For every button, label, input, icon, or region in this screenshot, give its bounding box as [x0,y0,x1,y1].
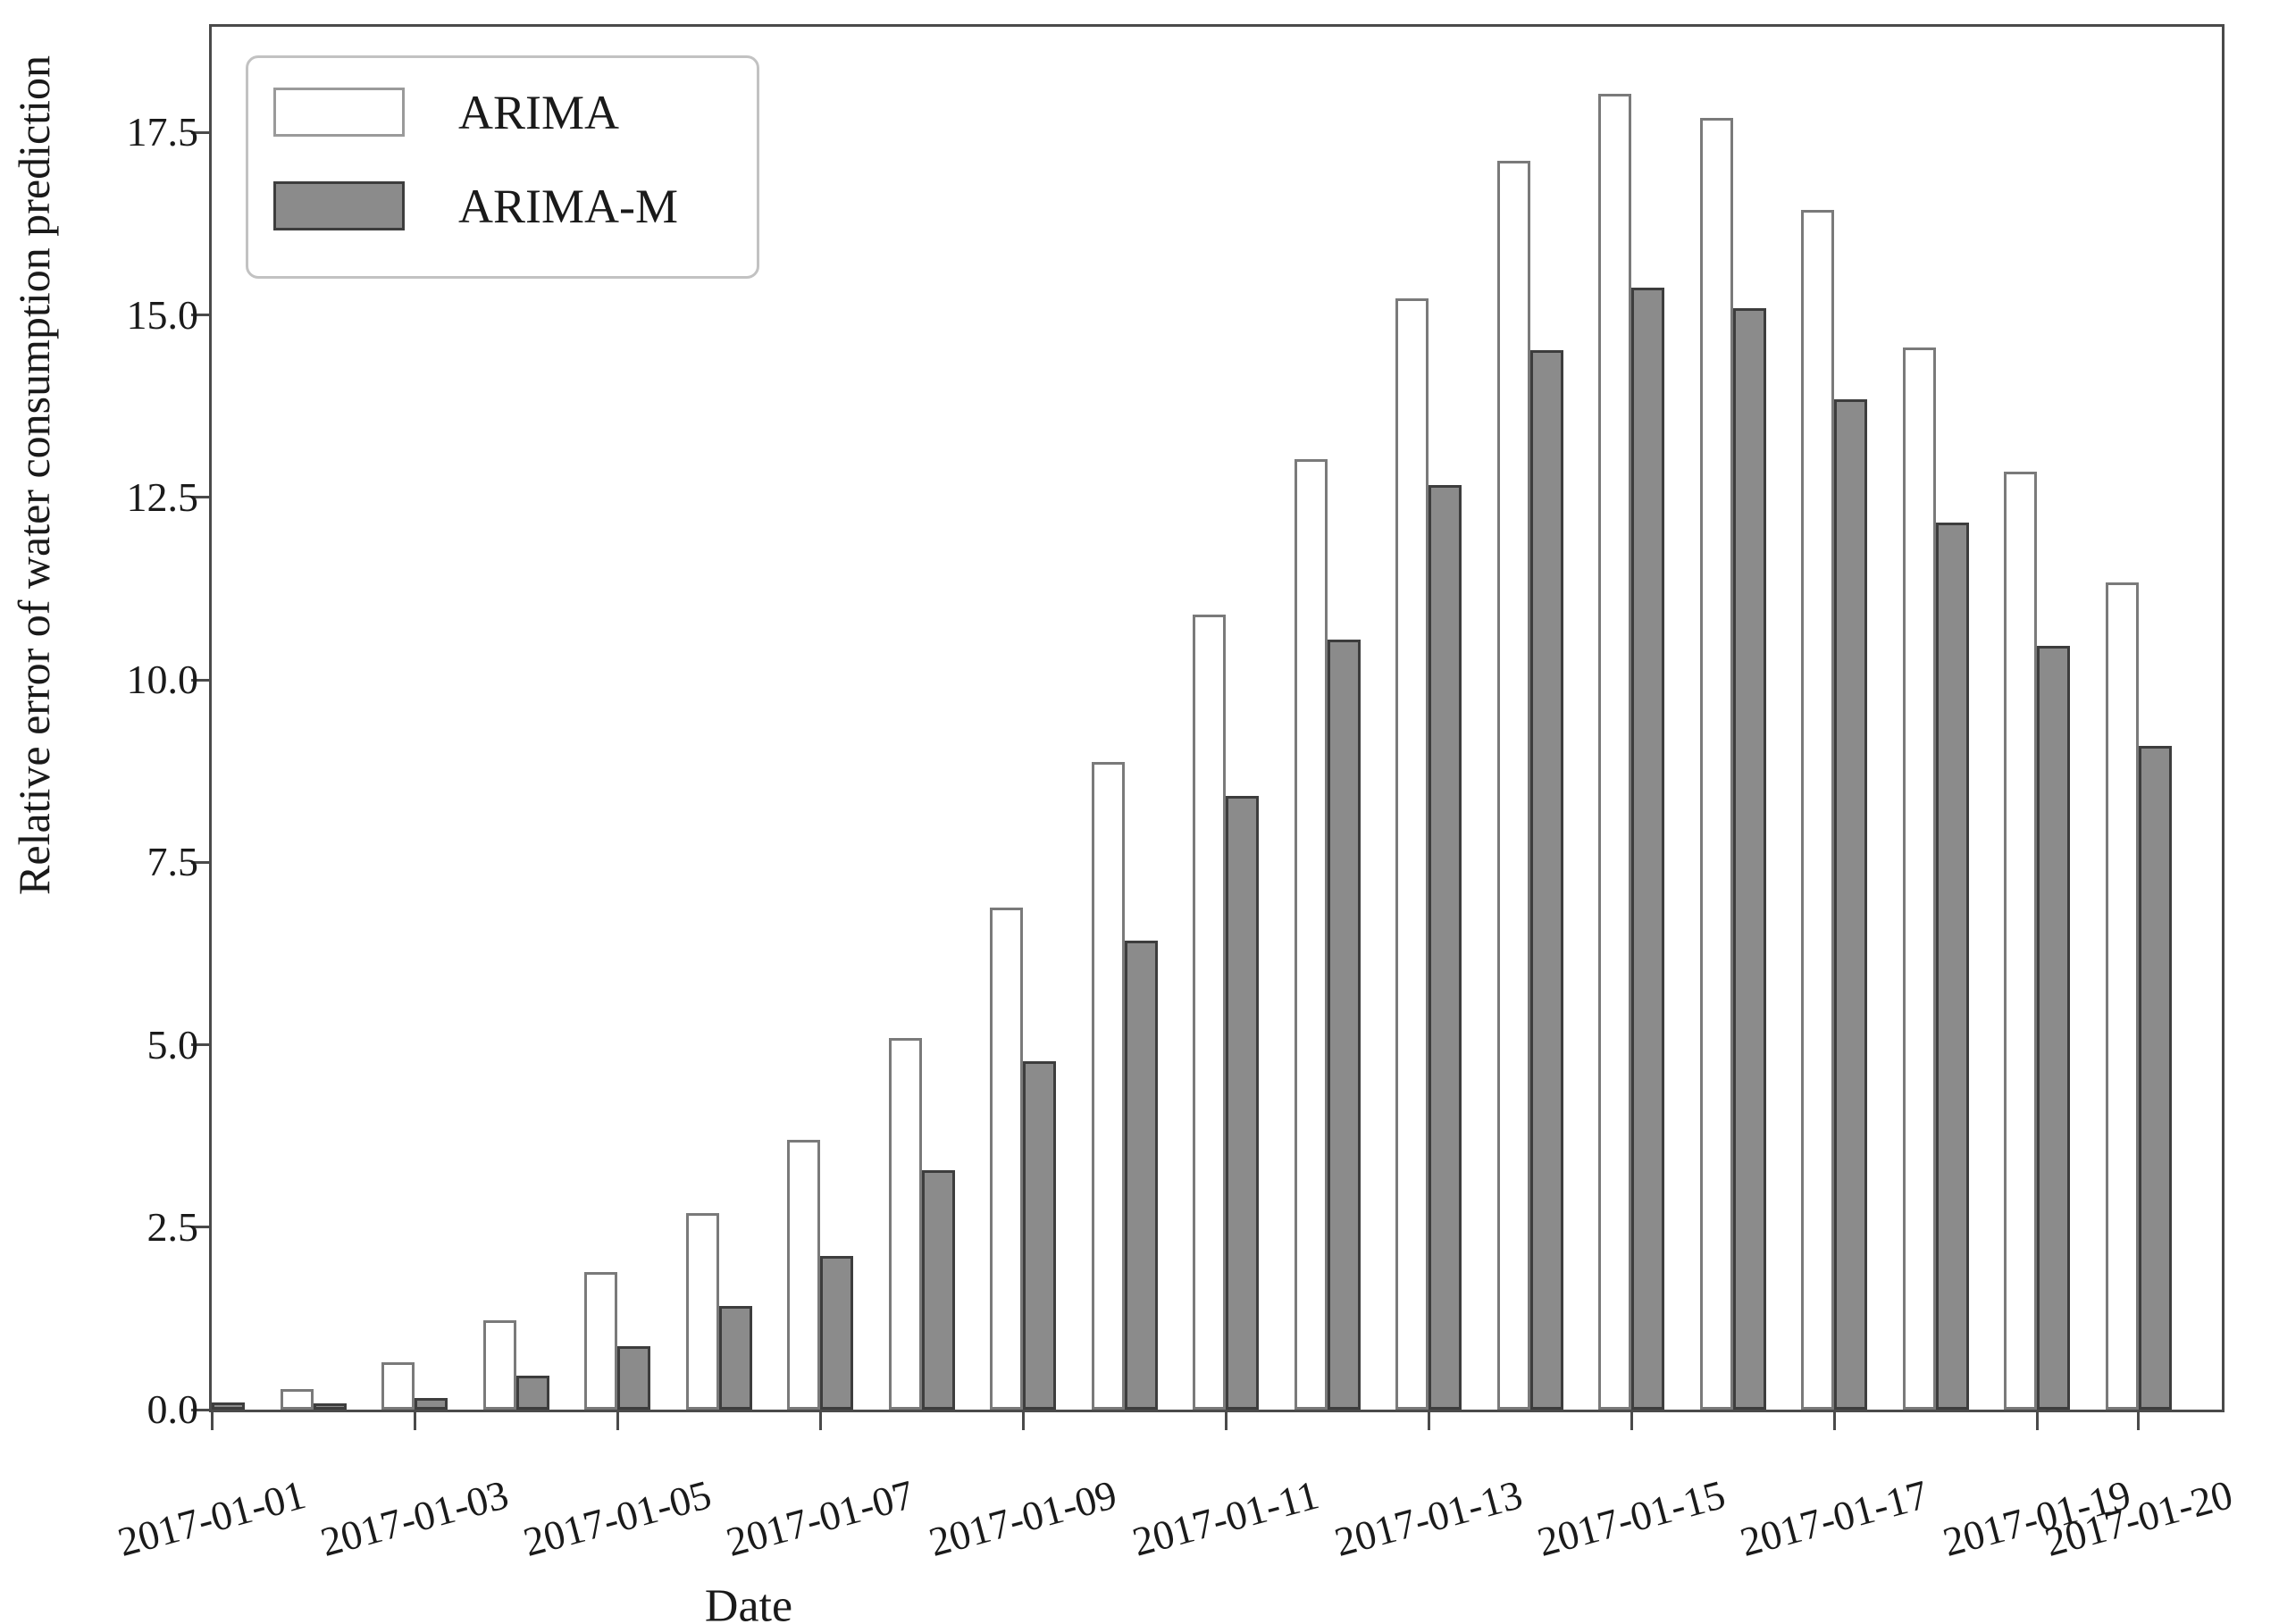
x-tick-label-2017-01-09: 2017-01-09 [924,1471,1122,1565]
y-tick-mark-17.5 [191,130,209,134]
bar-arima-2017-01-19 [2004,472,2037,1410]
bar-arima-m-2017-01-13 [1429,485,1462,1410]
bar-arima-m-2017-01-07 [820,1255,853,1410]
bar-arima-2017-01-06 [685,1213,719,1410]
y-tick-label-5.0: 5.0 [147,1021,199,1067]
y-tick-mark-5.0 [191,1043,209,1047]
bar-arima-m-2017-01-17 [1834,398,1867,1410]
y-tick-mark-10.0 [191,678,209,682]
y-tick-mark-7.5 [191,860,209,864]
x-tick-label-2017-01-15: 2017-01-15 [1532,1471,1730,1565]
bar-arima-m-2017-01-14 [1529,349,1563,1410]
bar-arima-m-2017-01-16 [1732,307,1766,1410]
x-tick-mark-2017-01-01 [210,1412,214,1430]
bar-arima-2017-01-12 [1294,459,1328,1410]
x-tick-label-2017-01-01: 2017-01-01 [113,1471,311,1565]
bar-arima-2017-01-20 [2105,582,2139,1410]
legend-box: ARIMA ARIMA-M [246,55,759,279]
x-tick-label-2017-01-03: 2017-01-03 [315,1471,514,1565]
bar-arima-2017-01-11 [1193,615,1226,1410]
bar-arima-m-2017-01-20 [2138,745,2172,1410]
plot-area [209,24,2225,1412]
legend-label-arima-m: ARIMA-M [458,179,679,233]
bar-arima-m-2017-01-15 [1631,287,1664,1410]
bar-arima-m-2017-01-06 [718,1306,752,1410]
bar-arima-2017-01-16 [1699,118,1733,1410]
x-tick-mark-2017-01-13 [1427,1412,1430,1430]
bar-arima-m-2017-01-05 [617,1345,650,1410]
bar-arima-2017-01-13 [1395,297,1429,1410]
y-tick-label-7.5: 7.5 [147,839,199,885]
x-tick-mark-2017-01-09 [1021,1412,1025,1430]
bar-arima-m-2017-01-09 [1023,1061,1056,1410]
x-axis-label: Date [704,1580,793,1624]
y-tick-label-15.0: 15.0 [126,291,199,338]
bar-arima-m-2017-01-19 [2037,645,2070,1410]
bar-arima-m-2017-01-01 [212,1402,245,1410]
bar-arima-m-2017-01-18 [1935,523,1969,1410]
x-tick-mark-2017-01-19 [2035,1412,2039,1430]
bar-arima-2017-01-18 [1902,347,1936,1410]
x-tick-label-2017-01-07: 2017-01-07 [721,1471,919,1565]
x-tick-mark-2017-01-11 [1224,1412,1227,1430]
bar-arima-2017-01-07 [787,1139,820,1410]
bar-arima-2017-01-05 [584,1271,617,1410]
x-tick-label-2017-01-11: 2017-01-11 [1127,1471,1324,1565]
x-tick-mark-2017-01-07 [818,1412,822,1430]
bar-arima-m-2017-01-10 [1124,940,1158,1410]
bar-arima-2017-01-15 [1598,94,1631,1410]
y-tick-label-0.0: 0.0 [147,1386,199,1432]
bar-arima-2017-01-03 [381,1361,415,1410]
x-tick-mark-2017-01-20 [2137,1412,2140,1430]
bar-arima-m-2017-01-02 [313,1403,347,1410]
x-tick-mark-2017-01-03 [413,1412,416,1430]
bar-arima-2017-01-08 [888,1038,922,1410]
y-tick-mark-2.5 [191,1226,209,1229]
x-tick-mark-2017-01-15 [1630,1412,1633,1430]
legend-swatch-arima-m [273,181,405,230]
x-tick-mark-2017-01-17 [1832,1412,1836,1430]
bar-arima-2017-01-09 [990,907,1023,1410]
bar-arima-2017-01-10 [1091,761,1125,1410]
x-tick-label-2017-01-17: 2017-01-17 [1735,1471,1933,1565]
y-tick-mark-0.0 [191,1408,209,1411]
x-tick-label-2017-01-05: 2017-01-05 [518,1471,716,1565]
legend-swatch-arima [273,88,405,137]
bar-arima-2017-01-04 [482,1320,516,1410]
bar-arima-2017-01-02 [280,1389,314,1410]
y-tick-label-17.5: 17.5 [126,109,199,155]
y-tick-mark-12.5 [191,496,209,499]
x-tick-label-2017-01-13: 2017-01-13 [1329,1471,1528,1565]
y-tick-mark-15.0 [191,314,209,317]
y-tick-label-2.5: 2.5 [147,1203,199,1250]
legend-label-arima: ARIMA [458,85,620,139]
x-tick-mark-2017-01-05 [616,1412,619,1430]
bar-arima-m-2017-01-12 [1327,640,1361,1410]
bar-arima-m-2017-01-04 [515,1376,549,1410]
bar-arima-m-2017-01-08 [921,1170,955,1410]
bar-arima-m-2017-01-03 [415,1397,448,1410]
y-tick-label-10.0: 10.0 [126,657,199,703]
bar-arima-m-2017-01-11 [1226,795,1259,1410]
bar-arima-2017-01-14 [1496,161,1530,1410]
bar-arima-2017-01-17 [1801,210,1834,1410]
y-tick-label-12.5: 12.5 [126,473,199,520]
